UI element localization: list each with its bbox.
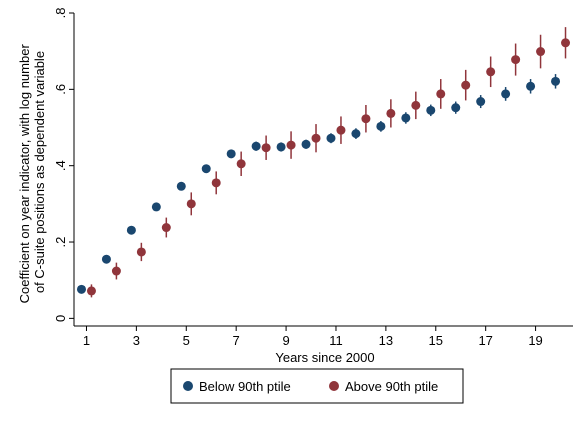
series-1-point-1: [111, 266, 121, 276]
series-1-point-9: [311, 133, 321, 143]
series-1-point-2: [136, 247, 146, 257]
x-tick-label-5: 11: [329, 333, 343, 348]
axes: 0.2.4.6.81 3 5 7 9 11 13 15 17 19: [53, 8, 573, 348]
x-axis-title: Years since 2000: [275, 350, 374, 365]
x-tick-label-7: 15: [429, 333, 443, 348]
x-tick-label-2: 5: [183, 333, 190, 348]
y-axis-title-line-1: Coefficient on year indicator, with log …: [17, 44, 32, 304]
legend-label-below: Below 90th ptile: [199, 379, 291, 394]
legend: Below 90th ptile Above 90th ptile: [170, 368, 464, 404]
series-0: [76, 74, 561, 294]
series-0-point-4: [176, 181, 186, 191]
series-1-point-16: [486, 67, 496, 77]
series-1-point-11: [361, 114, 371, 124]
series-1-point-17: [511, 55, 521, 65]
series-0-point-17: [501, 89, 511, 99]
series-1-point-15: [461, 80, 471, 90]
series-1-point-6: [236, 159, 246, 169]
series-0-point-14: [426, 105, 436, 115]
series-1-point-12: [386, 108, 396, 118]
series-0-point-11: [351, 129, 361, 139]
x-tick-label-9: 19: [528, 333, 542, 348]
series-1-point-5: [211, 178, 221, 188]
y-tick-label-3: .6: [53, 84, 68, 95]
series-1-point-10: [336, 125, 346, 135]
x-tick-label-8: 17: [478, 333, 492, 348]
y-axis-title: Coefficient on year indicator, with log …: [17, 41, 47, 304]
series-0-point-3: [151, 202, 161, 212]
legend-marker-above: [329, 381, 339, 391]
series-1-point-19: [561, 38, 571, 48]
series-0-point-16: [476, 97, 486, 107]
series-1: [86, 27, 571, 298]
series-1-point-3: [161, 223, 171, 233]
series-0-point-0: [76, 284, 86, 294]
series-0-point-15: [451, 103, 461, 113]
plot-area: [76, 27, 571, 298]
legend-label-above: Above 90th ptile: [345, 379, 438, 394]
series-0-point-13: [401, 113, 411, 123]
series-0-point-6: [226, 149, 236, 159]
series-0-point-1: [101, 254, 111, 264]
series-0-point-5: [201, 164, 211, 174]
series-0-point-7: [251, 141, 261, 151]
legend-marker-below: [183, 381, 193, 391]
y-tick-label-2: .4: [53, 160, 68, 171]
legend-box: [170, 368, 464, 404]
series-0-point-9: [301, 139, 311, 149]
series-1-point-4: [186, 199, 196, 209]
series-1-point-0: [86, 286, 96, 296]
y-tick-label-0: 0: [53, 315, 68, 322]
series-1-point-18: [536, 47, 546, 57]
series-0-point-10: [326, 133, 336, 143]
series-0-point-12: [376, 121, 386, 131]
series-1-point-13: [411, 100, 421, 110]
x-tick-label-3: 7: [233, 333, 240, 348]
series-1-point-8: [286, 140, 296, 150]
series-0-point-18: [526, 81, 536, 91]
x-tick-label-1: 3: [133, 333, 140, 348]
x-tick-label-6: 13: [379, 333, 393, 348]
y-tick-label-4: .8: [53, 8, 68, 19]
series-0-point-19: [551, 76, 561, 86]
x-tick-label-4: 9: [282, 333, 289, 348]
series-0-point-8: [276, 142, 286, 152]
y-tick-label-1: .2: [53, 237, 68, 248]
x-tick-label-0: 1: [83, 333, 90, 348]
y-axis-title-line-2: of C-suite positions as dependent variab…: [32, 51, 47, 293]
series-0-point-2: [126, 225, 136, 235]
series-1-point-7: [261, 143, 271, 153]
series-1-point-14: [436, 89, 446, 99]
